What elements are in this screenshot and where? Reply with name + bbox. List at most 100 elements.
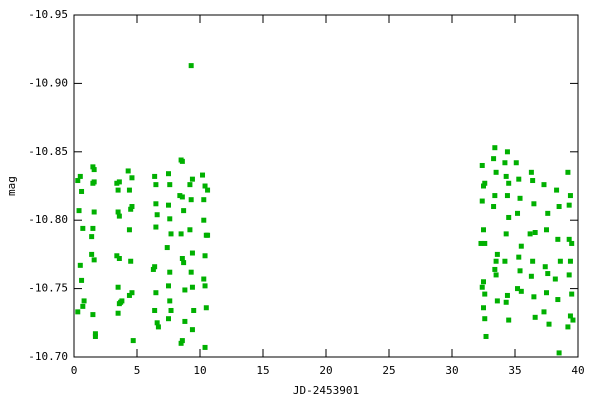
point (516, 254, 522, 260)
point (181, 208, 187, 214)
point (504, 292, 510, 298)
point (189, 284, 195, 290)
point (503, 173, 509, 179)
x-tick-label: 30 (445, 364, 458, 377)
point (128, 206, 134, 212)
point (569, 291, 575, 297)
y-tick-label: -10.70 (28, 350, 68, 363)
point (200, 172, 206, 178)
point (125, 168, 131, 174)
point (189, 250, 195, 256)
point (79, 188, 85, 194)
point (544, 290, 549, 296)
y-tick-label: -10.85 (28, 145, 68, 158)
point (90, 180, 96, 186)
point (201, 217, 207, 223)
x-tick-label: 5 (134, 364, 141, 377)
point (129, 175, 135, 181)
point (150, 266, 156, 272)
point (541, 309, 547, 315)
point (205, 232, 211, 238)
point (557, 258, 563, 264)
point (89, 234, 95, 240)
point (565, 324, 571, 330)
point (566, 236, 572, 242)
point (152, 173, 158, 179)
point (515, 286, 521, 292)
point (518, 243, 524, 249)
point (152, 307, 158, 313)
point (492, 145, 498, 151)
x-tick-label: 35 (508, 364, 521, 377)
point (188, 63, 194, 69)
point (528, 169, 534, 175)
point (129, 204, 135, 210)
point (482, 180, 488, 186)
point (482, 291, 488, 297)
point (153, 224, 159, 230)
point (482, 240, 488, 246)
point (493, 272, 499, 278)
point (518, 288, 524, 294)
point (556, 204, 562, 210)
point (164, 245, 170, 251)
point (166, 202, 171, 208)
point (114, 180, 120, 186)
point (191, 307, 197, 313)
point (515, 210, 521, 216)
point (545, 210, 551, 216)
point (202, 283, 208, 289)
y-tick-label: -10.90 (28, 76, 68, 89)
point (502, 160, 508, 166)
point (555, 236, 561, 242)
x-axis-label: JD-2453901 (293, 384, 359, 397)
point (494, 251, 500, 257)
point (503, 299, 509, 305)
point (205, 187, 211, 193)
point (182, 287, 188, 293)
x-tick-label: 20 (319, 364, 332, 377)
point (79, 277, 85, 283)
point (179, 194, 185, 200)
point (154, 320, 160, 326)
point (91, 167, 97, 173)
point (81, 298, 87, 304)
point (556, 350, 562, 356)
point (177, 193, 183, 199)
point (188, 197, 194, 203)
point (91, 209, 97, 215)
point (154, 212, 160, 218)
y-axis-label: mag (5, 176, 18, 196)
point (546, 321, 552, 327)
point (179, 256, 185, 262)
x-tick-label: 15 (256, 364, 269, 377)
point (544, 227, 549, 233)
point (179, 338, 185, 344)
point (182, 318, 188, 324)
point (566, 272, 572, 278)
point (114, 253, 120, 259)
point (527, 231, 533, 237)
point (503, 231, 509, 237)
plot-frame (73, 14, 579, 358)
point (491, 204, 497, 210)
point (128, 258, 134, 264)
point (530, 178, 536, 184)
point (528, 273, 534, 279)
point (567, 193, 573, 199)
point (493, 169, 499, 175)
point (479, 284, 485, 290)
point (75, 178, 81, 184)
point (90, 225, 96, 231)
point (166, 171, 171, 177)
point (492, 193, 498, 199)
point (167, 269, 173, 275)
point (545, 271, 551, 277)
point (504, 149, 510, 155)
point (492, 266, 498, 272)
point (481, 183, 486, 189)
point (531, 294, 537, 300)
point (75, 309, 81, 315)
point (178, 231, 184, 237)
point (168, 231, 174, 237)
